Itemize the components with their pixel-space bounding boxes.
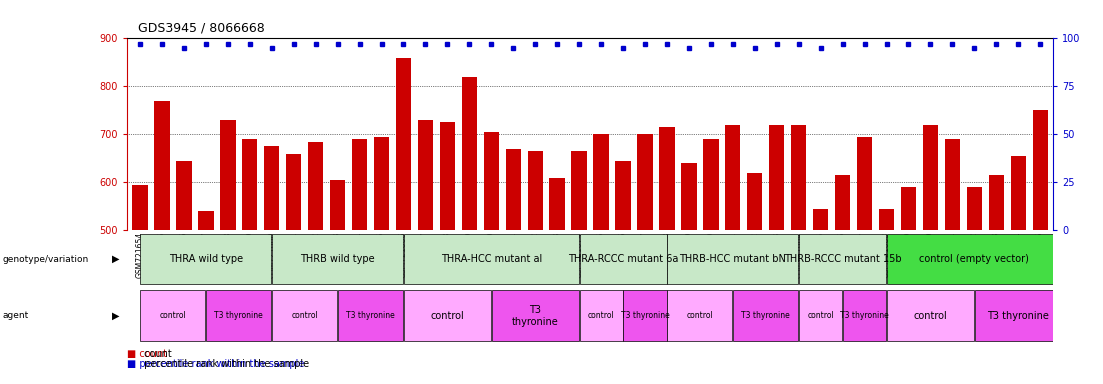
Bar [330,180,345,384]
Bar [799,235,886,284]
Bar [813,209,828,384]
Text: genotype/variation: genotype/variation [2,255,88,264]
Text: GDS3945 / 8066668: GDS3945 / 8066668 [138,22,265,35]
Bar [154,101,170,384]
Bar [835,175,850,384]
Bar [791,125,806,384]
Bar [272,235,403,284]
Bar [623,290,666,341]
Text: ■ percentile rank within the sample: ■ percentile rank within the sample [127,359,304,369]
Bar [966,187,982,384]
Text: T3 thyronine: T3 thyronine [741,311,790,320]
Text: T3 thyronine: T3 thyronine [987,311,1049,321]
Text: agent: agent [2,311,29,320]
Bar [462,77,476,384]
Bar [923,125,938,384]
Bar [396,58,411,384]
Bar [272,290,338,341]
Text: control: control [291,311,318,320]
Text: ▶: ▶ [111,311,119,321]
Bar [887,290,974,341]
Bar [733,290,799,341]
Bar [505,149,521,384]
Bar [975,290,1062,341]
Bar [140,235,271,284]
Bar [615,161,631,384]
Bar [579,235,666,284]
Text: THRB-HCC mutant bN: THRB-HCC mutant bN [679,254,786,264]
Bar [132,185,148,384]
Bar [887,235,1062,284]
Bar [440,122,456,384]
Text: ■ count: ■ count [127,349,167,359]
Text: control: control [686,311,714,320]
Text: control: control [588,311,614,320]
Text: ▶: ▶ [111,254,119,264]
Text: count: count [141,349,172,359]
Text: control: control [160,311,186,320]
Text: control: control [430,311,464,321]
Bar [404,235,579,284]
Bar [418,120,433,384]
Bar [704,139,718,384]
Bar [682,163,697,384]
Text: THRB wild type: THRB wild type [300,254,375,264]
Bar [638,134,653,384]
Bar [660,127,675,384]
Bar [492,290,579,341]
Bar [264,146,279,384]
Bar [769,125,784,384]
Bar [579,290,622,341]
Bar [571,151,587,384]
Text: THRA-HCC mutant al: THRA-HCC mutant al [441,254,542,264]
Text: T3 thyronine: T3 thyronine [346,311,395,320]
Text: control: control [913,311,947,321]
Text: control: control [807,311,834,320]
Bar [308,142,323,384]
Text: T3
thyronine: T3 thyronine [512,305,558,327]
Bar [667,235,799,284]
Bar [176,161,192,384]
Bar [221,120,236,384]
Text: THRA-RCCC mutant 6a: THRA-RCCC mutant 6a [568,254,678,264]
Bar [286,154,301,384]
Bar [404,290,491,341]
Bar [1010,156,1026,384]
Text: T3 thyronine: T3 thyronine [840,311,889,320]
Text: THRA wild type: THRA wild type [169,254,243,264]
Bar [725,125,740,384]
Bar [352,139,367,384]
Bar [338,290,403,341]
Bar [944,139,960,384]
Bar [988,175,1004,384]
Bar [747,173,762,384]
Text: THRB-RCCC mutant 15b: THRB-RCCC mutant 15b [784,254,901,264]
Bar [1032,111,1048,384]
Bar [140,290,205,341]
Bar [206,290,271,341]
Bar [527,151,543,384]
Bar [593,134,609,384]
Text: percentile rank within the sample: percentile rank within the sample [141,359,309,369]
Bar [667,290,732,341]
Bar [483,132,499,384]
Text: T3 thyronine: T3 thyronine [621,311,670,320]
Bar [199,211,214,384]
Bar [549,177,565,384]
Bar [243,139,257,384]
Bar [843,290,886,341]
Text: T3 thyronine: T3 thyronine [214,311,264,320]
Bar [901,187,917,384]
Bar [374,137,389,384]
Bar [857,137,872,384]
Text: control (empty vector): control (empty vector) [920,254,1029,264]
Bar [799,290,843,341]
Bar [879,209,895,384]
